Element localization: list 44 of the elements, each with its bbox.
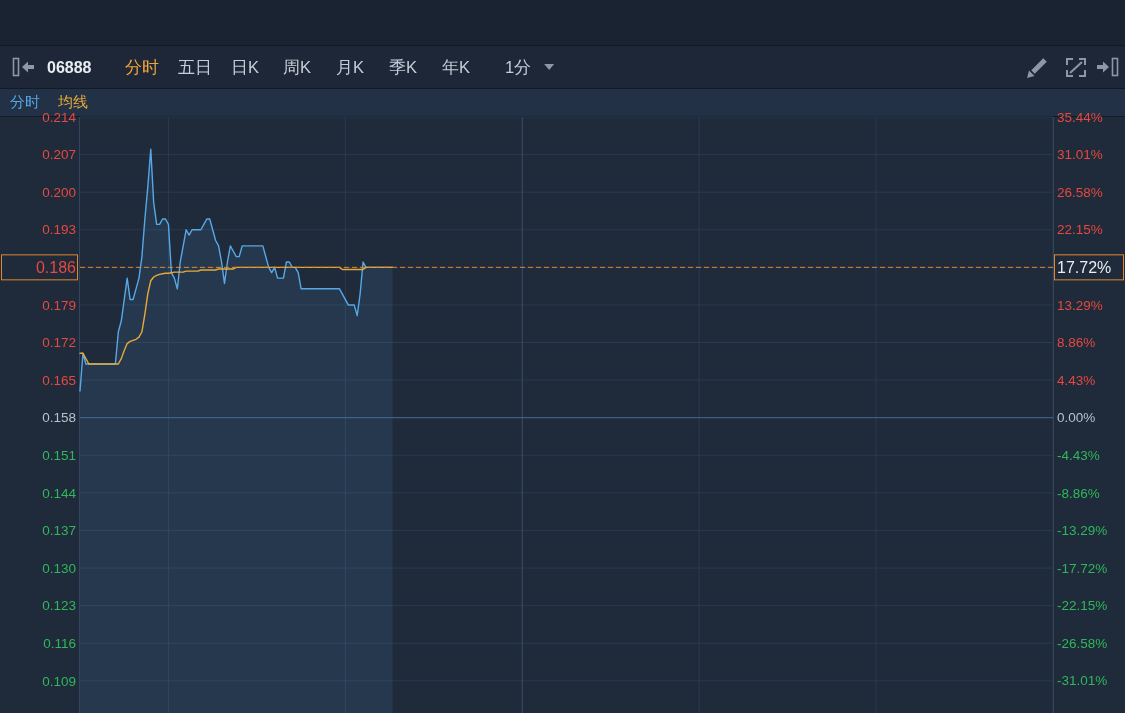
tick-y2: -17.72% xyxy=(1057,560,1108,576)
tick-y2: 13.29% xyxy=(1057,297,1103,313)
tick-y: 0.109 xyxy=(42,673,76,689)
tick-y2: -8.86% xyxy=(1057,485,1100,501)
tab-label: 年K xyxy=(442,57,470,76)
tick-y2: -4.43% xyxy=(1057,448,1100,463)
tab-label: 周K xyxy=(283,57,311,76)
tick-y2: 31.01% xyxy=(1057,147,1103,163)
tab-label: 分时 xyxy=(125,57,159,76)
title: 06888 xyxy=(47,58,92,76)
tick-y: 0.179 xyxy=(42,297,76,313)
legend-item: 分时 xyxy=(10,93,40,111)
tab-label: 季K xyxy=(389,57,417,76)
tab-label: 日K xyxy=(231,57,259,76)
ref-line-label: 0.186 xyxy=(35,258,77,276)
tick-y2: 4.43% xyxy=(1057,372,1096,388)
tick-y: 0.137 xyxy=(42,523,76,539)
tick-y: 0.193 xyxy=(42,222,76,238)
legend-item: 均线 xyxy=(58,93,88,111)
tick-y: 0.144 xyxy=(42,485,76,501)
tick-y: 0.123 xyxy=(42,598,76,614)
tick-y2: 8.86% xyxy=(1057,335,1096,351)
tick-y: 0.200 xyxy=(42,184,76,200)
tab-label: 月K xyxy=(336,57,364,76)
tick-y: 0.165 xyxy=(42,372,76,388)
tick-y2: -22.15% xyxy=(1057,598,1108,614)
tick-y: 0.130 xyxy=(42,560,76,576)
tick-y: 0.116 xyxy=(43,635,76,651)
tick-y: 0.151 xyxy=(42,448,76,463)
tick-y2: -31.01% xyxy=(1057,673,1108,689)
tab-label: 1分 xyxy=(505,57,532,76)
tick-y2: 26.58% xyxy=(1057,184,1103,200)
tick-y2: -13.29% xyxy=(1057,523,1108,539)
tick-y2: 22.15% xyxy=(1057,222,1103,238)
tab-label: 五日 xyxy=(178,57,212,76)
tick-y2: -26.58% xyxy=(1057,635,1108,651)
tick-y: 0.172 xyxy=(42,335,76,351)
ref-label: 0.186 xyxy=(1,254,78,281)
tick-y2: 0.00% xyxy=(1057,410,1096,426)
tick-y2: 35.44% xyxy=(1057,109,1103,125)
tick-y: 0.207 xyxy=(42,147,76,163)
tick-y: 0.214 xyxy=(42,109,76,125)
tick-y2: 17.72% xyxy=(1057,258,1112,276)
tick-y: 0.158 xyxy=(42,410,76,426)
